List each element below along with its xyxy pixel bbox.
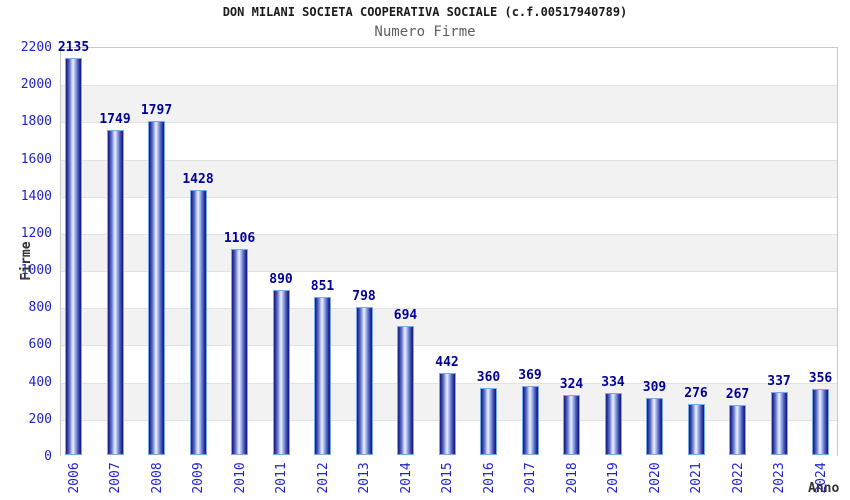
y-tick-label: 2200 [20, 40, 52, 55]
background-band [61, 196, 837, 234]
bar-2011 [272, 289, 290, 455]
bar-2022 [729, 405, 746, 455]
bar-2015 [438, 372, 456, 455]
bar-value-label: 267 [725, 387, 750, 403]
background-band [61, 159, 837, 197]
x-tick-label: 2007 [108, 462, 123, 494]
x-tick-label: 2010 [232, 462, 248, 494]
y-tick-label: 1400 [20, 188, 52, 204]
bar-2006 [65, 58, 82, 455]
background-band [61, 122, 837, 160]
bar-value-label: 337 [767, 374, 791, 390]
y-tick-label: 0 [44, 449, 52, 464]
x-axis-title: Anno [808, 481, 840, 496]
background-band [61, 233, 837, 272]
x-tick-label: 2015 [440, 462, 455, 494]
bar-2007 [106, 129, 124, 455]
x-tick-label: 2011 [274, 462, 289, 494]
chart-title: DON MILANI SOCIETA COOPERATIVA SOCIALE (… [222, 5, 628, 19]
bar-value-label: 694 [393, 307, 418, 323]
bar-value-label: 798 [352, 288, 376, 304]
x-tick-label: 2017 [523, 462, 538, 494]
bar-2018 [563, 394, 580, 455]
x-tick-label: 2016 [481, 462, 497, 494]
x-tick-label: 2008 [149, 462, 165, 494]
bar-value-label: 890 [269, 271, 293, 287]
bar-value-label: 2135 [57, 40, 90, 56]
x-tick-label: 2020 [647, 462, 663, 494]
bar-2014 [397, 325, 414, 455]
bar-value-label: 1106 [223, 231, 256, 247]
bar-2024 [812, 388, 829, 455]
x-tick-label: 2009 [191, 462, 206, 494]
bar-2020 [646, 397, 663, 455]
x-tick-label: 2018 [564, 462, 580, 494]
y-tick-label: 400 [28, 374, 52, 390]
bar-2009 [189, 189, 207, 455]
bar-value-label: 356 [808, 370, 833, 386]
background-band [61, 308, 837, 346]
bar-value-label: 1428 [182, 171, 214, 187]
gridline [61, 122, 837, 124]
y-tick-label: 1800 [20, 114, 52, 130]
x-tick-label: 2021 [689, 462, 704, 494]
y-axis-title: Firme [19, 241, 34, 281]
bar-value-label: 851 [310, 278, 335, 294]
background-band [61, 85, 837, 123]
bar-2010 [231, 249, 248, 455]
bar-2023 [770, 392, 788, 455]
y-tick-label: 200 [28, 411, 52, 427]
gridline [61, 159, 837, 161]
bar-value-label: 309 [642, 379, 667, 395]
gridline [61, 196, 837, 198]
bar-value-label: 276 [684, 385, 708, 401]
x-tick-label: 2019 [606, 462, 621, 494]
x-tick-label: 2012 [315, 462, 331, 494]
bar-2016 [480, 388, 497, 455]
bar-value-label: 334 [601, 374, 625, 390]
chart-subtitle: Numero Firme [374, 24, 476, 40]
gridline [61, 233, 837, 235]
y-tick-label: 1600 [20, 151, 52, 167]
gridline [61, 85, 837, 87]
bar-value-label: 1749 [99, 111, 131, 127]
bar-value-label: 324 [559, 376, 584, 392]
y-tick-label: 2000 [20, 77, 52, 93]
gridline [61, 345, 837, 347]
bar-value-label: 360 [476, 370, 501, 386]
y-tick-label: 1000 [20, 263, 52, 279]
x-tick-label: 2006 [66, 462, 82, 494]
x-tick-label: 2014 [398, 462, 414, 494]
bar-2019 [604, 392, 622, 455]
gridline [61, 308, 837, 310]
bar-value-label: 369 [518, 368, 542, 384]
plot-area: 2135 1749 1797 1428 1106 890 851 798 694 442 360 36… [58, 40, 838, 457]
x-tick-label: 2013 [357, 462, 372, 494]
bar-value-label: 1797 [140, 102, 173, 118]
x-tick-label: 2022 [730, 462, 746, 494]
bar-2021 [687, 403, 705, 455]
x-tick-label: 2023 [772, 462, 787, 494]
bar-2008 [148, 120, 165, 455]
background-band [61, 48, 837, 86]
bar-2017 [521, 386, 539, 455]
bar-2012 [314, 296, 331, 455]
gridline [61, 271, 837, 273]
y-tick-label: 1200 [20, 225, 52, 241]
y-tick-label: 800 [28, 300, 52, 316]
background-band [61, 271, 837, 309]
y-tick-label: 600 [28, 337, 52, 353]
bar-2013 [355, 306, 373, 455]
bar-value-label: 442 [435, 354, 459, 370]
